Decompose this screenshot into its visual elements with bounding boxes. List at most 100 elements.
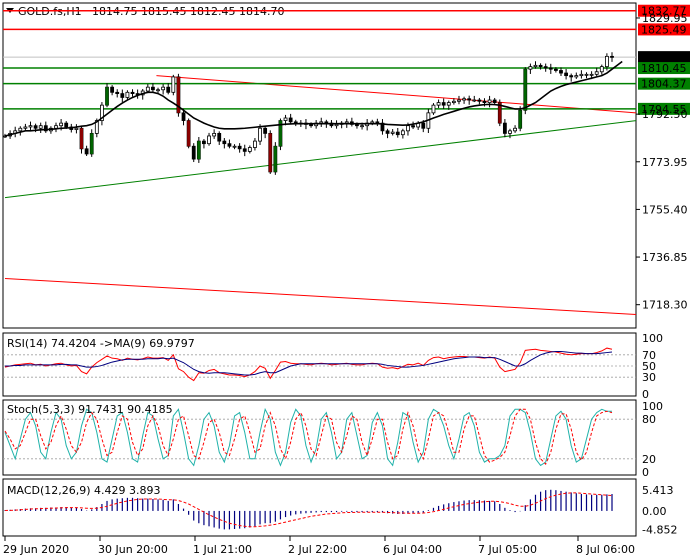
candle xyxy=(79,126,84,154)
candle-body-bear xyxy=(543,66,548,69)
price-tick-label: 1792.50 xyxy=(642,108,688,121)
price-badge-label: 1804.37 xyxy=(641,78,687,91)
candle-body-big-bull xyxy=(523,69,527,111)
candle-body-bear xyxy=(553,68,558,71)
candle xyxy=(115,89,120,98)
candle xyxy=(278,118,283,151)
candle-body-bull xyxy=(589,73,594,76)
candle-body-bull xyxy=(508,130,512,134)
stoch-tick-label: 80 xyxy=(642,413,656,426)
candle-body-bear xyxy=(130,91,135,94)
candle-body-bear xyxy=(411,125,415,128)
candle-body-bear xyxy=(492,99,497,103)
candle xyxy=(584,72,589,79)
price-badge xyxy=(638,51,690,64)
candle-body-bear xyxy=(482,100,487,103)
candle xyxy=(385,128,390,139)
price-badge xyxy=(638,23,690,36)
candle xyxy=(100,102,104,126)
candle xyxy=(38,122,43,134)
candle-body-bull xyxy=(431,104,436,114)
stoch-tick-label: 20 xyxy=(642,453,656,466)
candle-body-bull xyxy=(232,145,237,148)
candle-body-bear xyxy=(115,91,120,94)
candle xyxy=(171,74,176,96)
candle xyxy=(89,129,94,157)
price-badge-label: 1810.45 xyxy=(641,62,687,75)
candle-body-bull xyxy=(457,99,461,102)
candle xyxy=(533,61,538,69)
candle-body-bear xyxy=(191,145,196,160)
candle xyxy=(513,125,517,133)
candle xyxy=(559,67,563,77)
candle-body-bull xyxy=(487,99,492,103)
rsi-title: RSI(14) 74.4204 ->MA(9) 69.9797 xyxy=(7,337,195,350)
trendline-0 xyxy=(156,75,637,114)
candle xyxy=(441,98,446,110)
candle-body-bull xyxy=(513,127,517,132)
stoch-tick-label: 0 xyxy=(642,466,649,479)
candle xyxy=(436,99,441,109)
candle xyxy=(186,118,191,149)
candle-body-bear xyxy=(477,99,482,102)
candle xyxy=(334,120,339,129)
candle-body-bull xyxy=(462,98,466,101)
candle xyxy=(319,117,324,127)
candle xyxy=(574,72,579,79)
rsi-tick-label: 100 xyxy=(642,332,663,345)
candle xyxy=(191,143,196,163)
candle xyxy=(594,67,599,77)
candle xyxy=(202,139,206,149)
candle-body-bear xyxy=(538,64,543,68)
candle xyxy=(477,97,482,105)
candle-body-bear xyxy=(222,140,227,145)
price-tick-label: 1829.95 xyxy=(642,12,688,25)
candle-body-bear xyxy=(33,125,38,129)
candle xyxy=(105,83,109,108)
candle-body-bull xyxy=(451,100,456,103)
candle-body-bear xyxy=(502,122,507,134)
macd-tick-label: 5.413 xyxy=(642,484,674,497)
x-tick-label: 7 Jul 05:00 xyxy=(478,543,537,556)
candle xyxy=(528,63,533,74)
rsi-tick-label: 50 xyxy=(642,360,656,373)
stoch-title: Stoch(5,3,3) 91.7431 90.4185 xyxy=(7,403,173,416)
candle-body-bull xyxy=(171,76,176,93)
candle-body-bull xyxy=(94,120,99,134)
candle-body-bear xyxy=(288,117,293,123)
candle-body-bull xyxy=(28,125,33,128)
candle-body-bull xyxy=(400,130,405,136)
candle-body-bear xyxy=(181,112,186,121)
candle xyxy=(135,89,140,99)
candle xyxy=(273,142,278,175)
candle xyxy=(564,68,568,80)
candle-body-bull xyxy=(406,125,410,132)
price-badge xyxy=(638,77,690,90)
ohlc-readout: 1814.75 1815.45 1812.45 1814.70 xyxy=(92,5,284,18)
candle-body-bull xyxy=(253,140,257,148)
candle-body-bear xyxy=(166,86,171,93)
candle-body-big-bull xyxy=(278,120,282,147)
price-badge xyxy=(638,4,690,17)
trendline-1 xyxy=(4,120,637,199)
candle-body-big-bear xyxy=(80,128,84,149)
candle xyxy=(263,126,268,139)
macd-tick-label: 0.00 xyxy=(642,505,667,518)
candle xyxy=(497,99,502,127)
candle xyxy=(232,144,237,150)
macd-signal-line xyxy=(4,492,613,528)
candle-body-bull xyxy=(18,127,23,132)
candle xyxy=(18,126,23,136)
candle-body-bear xyxy=(548,67,553,70)
candle xyxy=(431,103,436,115)
candle xyxy=(579,70,584,79)
price-badge-label: 1832.77 xyxy=(641,5,687,18)
candle xyxy=(569,73,574,82)
candle xyxy=(390,129,395,136)
macd-tick-label: -4.852 xyxy=(642,524,677,537)
candle-body-bull xyxy=(38,125,43,129)
candle xyxy=(217,131,222,145)
rsi-tick-label: 30 xyxy=(642,371,656,384)
